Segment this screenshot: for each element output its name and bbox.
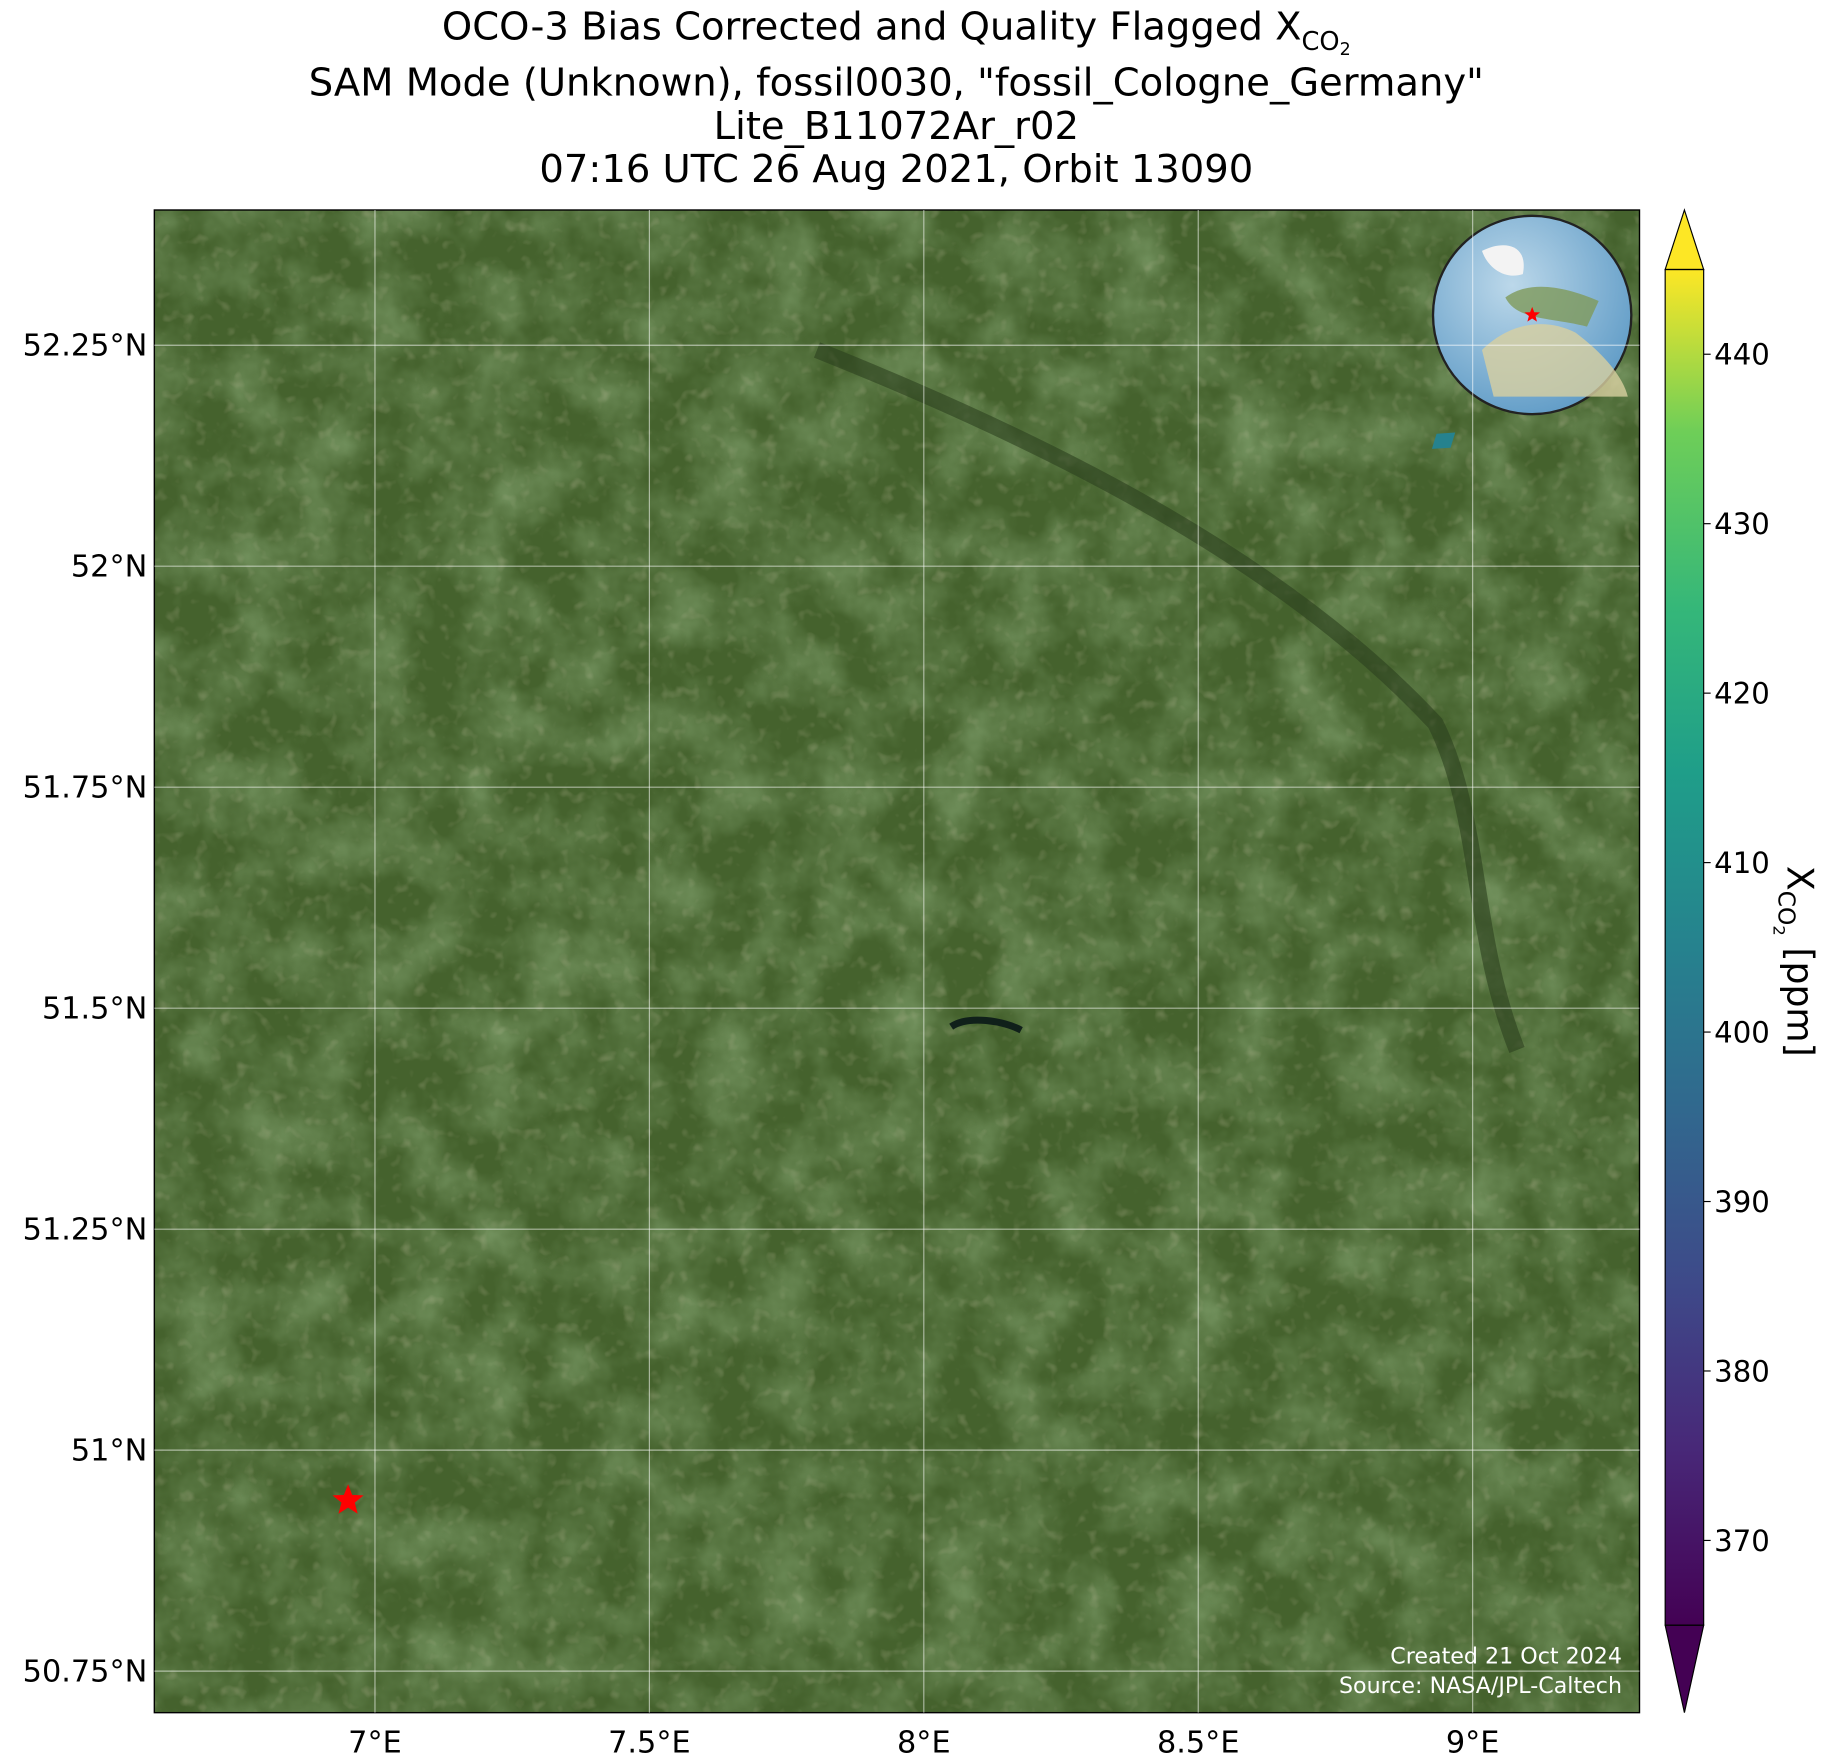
map-frame (153, 209, 1641, 1714)
x-tick-label: 8.5°E (1157, 1725, 1240, 1760)
colorbar-tick-label: 380 (1714, 1354, 1770, 1388)
subtitle-line: 07:16 UTC 26 Aug 2021, Orbit 13090 (539, 147, 1253, 192)
colorbar-tick-label: 430 (1714, 507, 1770, 541)
y-tick-label: 51.5°N (42, 992, 147, 1027)
title-subscript: CO (1302, 27, 1340, 57)
colorbar (1665, 269, 1704, 1626)
colorbar-label: XCO2 [ppm] (1770, 866, 1822, 1057)
x-tick-label: 8°E (897, 1725, 951, 1760)
colorbar-label-symbol: X (1779, 866, 1822, 891)
y-tick-label: 51°N (71, 1434, 147, 1469)
colorbar-tick-label: 420 (1714, 677, 1770, 711)
colorbar-tick-label: 370 (1714, 1524, 1770, 1558)
colorbar-tick-label: 440 (1714, 338, 1770, 372)
title-subsubscript: 2 (1340, 40, 1351, 60)
colorbar-tick-label: 390 (1714, 1185, 1770, 1219)
colorbar-tick-label: 410 (1714, 846, 1770, 880)
y-tick-label: 52°N (71, 550, 147, 585)
subtitle-line: Lite_B11072Ar_r02 (714, 104, 1079, 149)
x-tick-label: 7.5°E (608, 1725, 691, 1760)
title-main: OCO-3 Bias Corrected and Quality Flagged… (442, 5, 1302, 50)
y-tick-label: 51.25°N (23, 1213, 148, 1248)
title-line: OCO-3 Bias Corrected and Quality Flagged… (442, 5, 1351, 60)
subtitle-line: SAM Mode (Unknown), fossil0030, "fossil_… (309, 61, 1484, 106)
x-tick-label: 9°E (1446, 1725, 1500, 1760)
satellite-basemap (154, 210, 1640, 1713)
colorbar-label-subscript: CO (1772, 891, 1800, 926)
globe-site-marker (1524, 306, 1540, 322)
colorbar-extend-min (1664, 1624, 1705, 1713)
colorbar-tick-label: 400 (1714, 1016, 1770, 1050)
title: OCO-3 Bias Corrected and Quality Flagged… (309, 5, 1484, 192)
colorbar-frame (1664, 268, 1705, 1626)
colorbar-extend-max (1664, 208, 1705, 271)
annotation: Source: NASA/JPL-Caltech (1339, 1673, 1622, 1699)
site-marker (332, 1484, 364, 1514)
y-tick-label: 51.75°N (23, 771, 148, 806)
colorbar-label-subsubscript: 2 (1770, 925, 1789, 935)
colorbar-label-unit: [ppm] (1779, 947, 1822, 1056)
annotation: Created 21 Oct 2024 (1390, 1644, 1622, 1670)
sounding (1431, 432, 1456, 449)
x-tick-label: 7°E (348, 1725, 402, 1760)
y-tick-label: 52.25°N (23, 329, 148, 364)
y-tick-label: 50.75°N (23, 1655, 148, 1690)
